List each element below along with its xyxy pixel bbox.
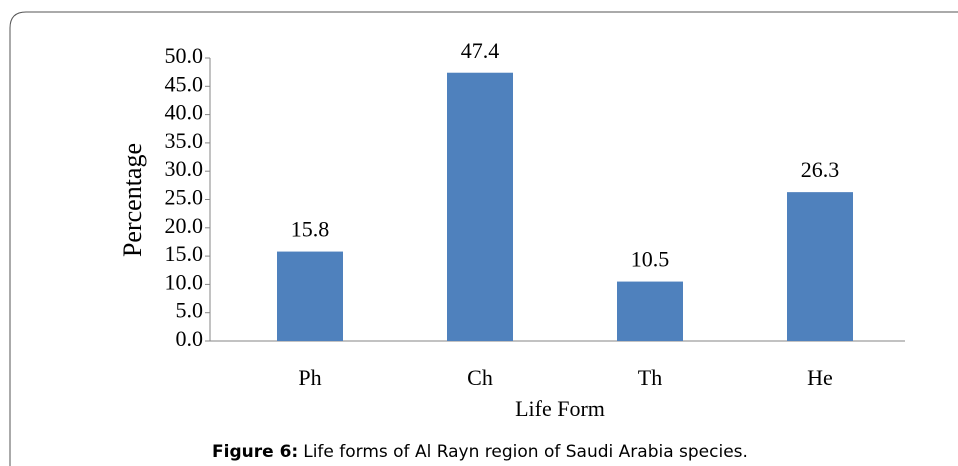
data-label: 10.5 xyxy=(631,247,670,272)
data-label: 47.4 xyxy=(461,38,500,63)
x-tick-label: Ch xyxy=(467,365,493,390)
y-tick-label: 15.0 xyxy=(165,241,204,266)
y-tick-label: 25.0 xyxy=(165,185,204,210)
x-tick-label: Ph xyxy=(298,365,321,390)
bar xyxy=(277,251,343,341)
y-tick-label: 20.0 xyxy=(165,213,204,238)
y-tick-label: 50.0 xyxy=(165,43,204,68)
bar xyxy=(447,72,513,341)
bar xyxy=(787,192,853,341)
y-tick-label: 35.0 xyxy=(165,128,204,153)
data-label: 15.8 xyxy=(291,217,330,242)
data-label: 26.3 xyxy=(801,157,840,182)
caption: Figure 6: Life forms of Al Rayn region of… xyxy=(212,442,748,462)
y-tick-label: 40.0 xyxy=(165,100,204,125)
y-tick-label: 0.0 xyxy=(176,326,204,351)
frame xyxy=(9,11,958,466)
caption-label: Figure 6: xyxy=(212,442,298,462)
bar xyxy=(617,281,683,341)
y-tick-label: 45.0 xyxy=(165,71,204,96)
y-tick-label: 10.0 xyxy=(165,269,204,294)
x-axis-title: Life Form xyxy=(515,396,605,421)
x-tick-label: Th xyxy=(638,365,662,390)
y-tick-label: 30.0 xyxy=(165,156,204,181)
caption-text: Life forms of Al Rayn region of Saudi Ar… xyxy=(303,442,748,462)
x-tick-label: He xyxy=(807,365,833,390)
y-tick-label: 5.0 xyxy=(176,298,204,323)
y-axis-title: Percentage xyxy=(118,143,147,257)
